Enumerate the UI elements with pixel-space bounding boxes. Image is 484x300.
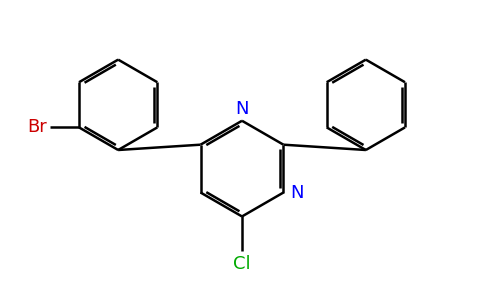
Text: N: N (235, 100, 249, 118)
Text: N: N (290, 184, 303, 202)
Text: Cl: Cl (233, 255, 251, 273)
Text: Br: Br (28, 118, 47, 136)
